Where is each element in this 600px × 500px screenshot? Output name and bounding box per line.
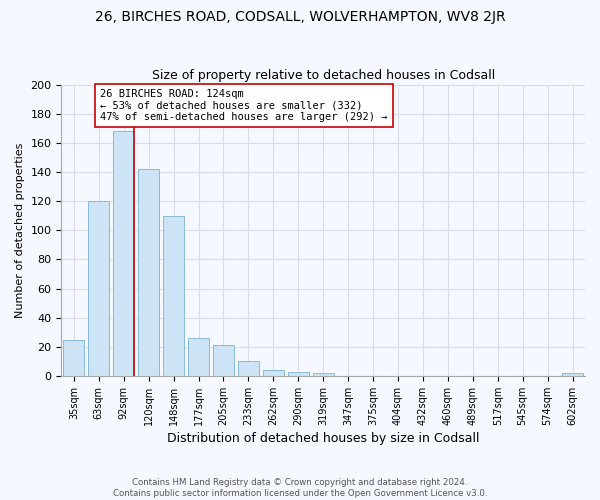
Bar	[562, 373, 583, 376]
Bar	[163, 216, 184, 376]
Title: Size of property relative to detached houses in Codsall: Size of property relative to detached ho…	[152, 69, 495, 82]
Bar	[63, 340, 85, 376]
Bar	[138, 169, 159, 376]
Bar	[263, 370, 284, 376]
Bar	[213, 346, 234, 376]
Y-axis label: Number of detached properties: Number of detached properties	[15, 142, 25, 318]
Text: Contains HM Land Registry data © Crown copyright and database right 2024.
Contai: Contains HM Land Registry data © Crown c…	[113, 478, 487, 498]
Bar	[238, 362, 259, 376]
Bar	[188, 338, 209, 376]
Bar	[313, 373, 334, 376]
Text: 26, BIRCHES ROAD, CODSALL, WOLVERHAMPTON, WV8 2JR: 26, BIRCHES ROAD, CODSALL, WOLVERHAMPTON…	[95, 10, 505, 24]
Bar	[88, 201, 109, 376]
X-axis label: Distribution of detached houses by size in Codsall: Distribution of detached houses by size …	[167, 432, 479, 445]
Bar	[113, 131, 134, 376]
Bar	[287, 372, 309, 376]
Text: 26 BIRCHES ROAD: 124sqm
← 53% of detached houses are smaller (332)
47% of semi-d: 26 BIRCHES ROAD: 124sqm ← 53% of detache…	[100, 89, 388, 122]
